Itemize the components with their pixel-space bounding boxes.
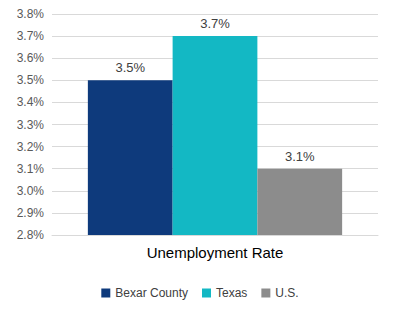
svg-text:2.9%: 2.9% [17, 206, 45, 220]
svg-text:U.S.: U.S. [275, 286, 298, 300]
svg-text:3.7%: 3.7% [200, 16, 230, 31]
svg-text:Unemployment Rate: Unemployment Rate [147, 244, 284, 261]
svg-text:3.1%: 3.1% [17, 162, 45, 176]
svg-text:3.8%: 3.8% [17, 7, 45, 21]
svg-text:3.2%: 3.2% [17, 140, 45, 154]
svg-text:2.8%: 2.8% [17, 228, 45, 242]
svg-text:3.3%: 3.3% [17, 118, 45, 132]
svg-text:Texas: Texas [216, 286, 247, 300]
svg-text:3.1%: 3.1% [285, 149, 315, 164]
svg-text:3.7%: 3.7% [17, 29, 45, 43]
svg-text:3.5%: 3.5% [17, 73, 45, 87]
svg-text:Bexar County: Bexar County [115, 286, 188, 300]
svg-text:3.0%: 3.0% [17, 184, 45, 198]
svg-text:3.5%: 3.5% [115, 60, 145, 75]
svg-text:3.6%: 3.6% [17, 51, 45, 65]
svg-text:3.4%: 3.4% [17, 95, 45, 109]
